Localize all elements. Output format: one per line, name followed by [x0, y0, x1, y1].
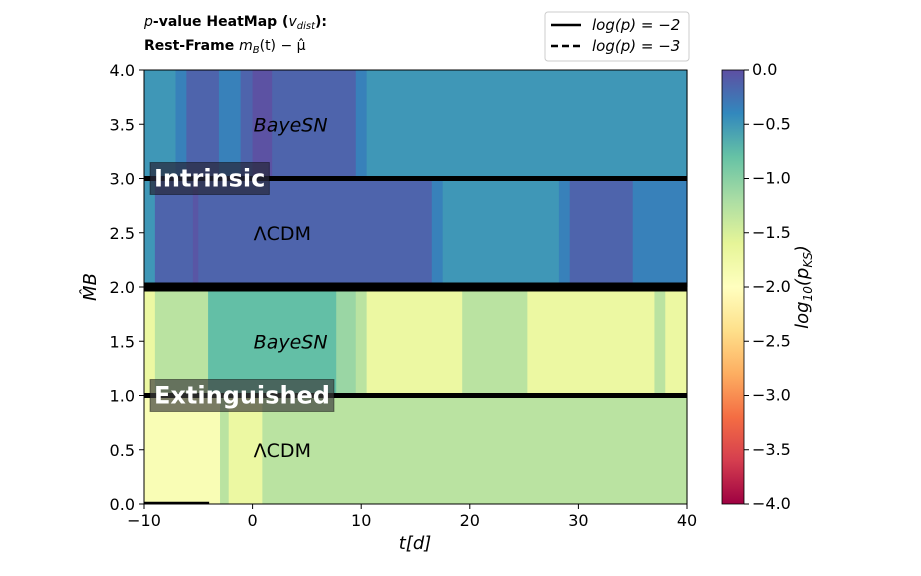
- group-label-0: Intrinsic: [154, 165, 265, 193]
- heatmap-cell-row3-seg1: [175, 70, 187, 179]
- heatmap-cell-row3-seg3: [218, 70, 242, 179]
- x-axis-ticks: −10 0 10 20 30 40: [127, 504, 697, 530]
- heatmap-cell-row1-seg6: [462, 287, 528, 396]
- colorbar: [721, 69, 745, 505]
- heatmap-cell-row1-seg4: [355, 287, 368, 396]
- heatmap-cell-row1-seg2: [208, 287, 337, 396]
- heatmap-cell-row0-seg2: [228, 395, 263, 504]
- heatmap-cell-row2-seg7: [569, 178, 634, 287]
- heatmap-cell-row3-seg8: [366, 70, 688, 179]
- heatmap-cell-row0-seg0: [144, 395, 221, 504]
- heatmap-cell-row0-seg3: [262, 395, 688, 504]
- heatmap-cell-row1-seg5: [366, 287, 463, 396]
- colorbar-tick-label-7: −3.5: [752, 440, 791, 459]
- heatmap-cell-row2-seg4: [431, 178, 444, 287]
- heatmap-cell-row2-seg6: [558, 178, 571, 287]
- y-tick-label-6: 3.0: [110, 170, 135, 189]
- heatmap-cell-row2-seg2: [192, 178, 199, 287]
- heatmap-cell-row3-seg6: [272, 70, 357, 179]
- y-tick-label-3: 1.5: [110, 332, 135, 351]
- heatmap-cells: [144, 70, 688, 504]
- y-tick-label-1: 0.5: [110, 441, 135, 460]
- legend-label-solid: log(p) = −2: [592, 16, 680, 34]
- region-label-1: ΛCDM: [254, 223, 311, 245]
- heatmap-cell-row1-seg8: [654, 287, 666, 396]
- region-labels: BayeSN ΛCDM BayeSN ΛCDM: [254, 114, 328, 462]
- y-axis-ticks: 0.0 0.5 1.0 1.5 2.0 2.5 3.0 3.5 4.0: [110, 61, 144, 514]
- y-tick-label-2: 1.0: [110, 387, 135, 406]
- heatmap-cell-row2-seg3: [198, 178, 433, 287]
- heatmap-cell-row3-seg7: [355, 70, 368, 179]
- colorbar-tick-label-5: −2.5: [752, 331, 791, 350]
- legend: log(p) = −2 log(p) = −3: [544, 11, 690, 62]
- y-tick-label-7: 3.5: [110, 115, 135, 134]
- region-label-3: ΛCDM: [254, 440, 311, 462]
- colorbar-tick-label-1: −0.5: [752, 114, 791, 133]
- group-label-box-0: [149, 162, 270, 195]
- x-tick-label-2: 10: [351, 511, 371, 530]
- x-tick-label-0: −10: [127, 511, 161, 530]
- heatmap-cell-row0-seg1: [220, 395, 230, 504]
- heatmap-cell-row2-seg8: [632, 178, 688, 287]
- colorbar-tick-label-4: −2.0: [752, 277, 791, 296]
- x-axis-label: t[d]: [399, 533, 432, 554]
- chart-title-line2: Rest-Frame mB(t) − μ̂: [144, 38, 306, 56]
- chart-title-line1: p-value HeatMap (vdist):: [143, 14, 327, 32]
- colorbar-tick-label-8: −4.0: [752, 494, 791, 513]
- heatmap-cell-row3-seg4: [240, 70, 254, 179]
- heatmap-cell-row2-seg5: [442, 178, 560, 287]
- x-tick-label-5: 40: [677, 511, 697, 530]
- legend-label-dashed: log(p) = −3: [592, 37, 680, 55]
- region-label-2: BayeSN: [254, 331, 328, 353]
- x-tick-label-3: 20: [460, 511, 480, 530]
- group-label-box-1: [149, 379, 335, 412]
- y-tick-label-8: 4.0: [110, 61, 135, 80]
- heatmap-cell-row3-seg0: [144, 70, 177, 179]
- colorbar-tick-label-3: −1.5: [752, 223, 791, 242]
- heatmap-cell-row1-seg9: [665, 287, 688, 396]
- group-labels: Intrinsic Extinguished: [149, 162, 335, 412]
- heatmap-cell-row3-seg5: [252, 70, 273, 179]
- y-axis-label: M̂B: [80, 273, 101, 301]
- colorbar-tick-label-0: 0.0: [752, 60, 777, 79]
- heatmap-cell-row1-seg7: [527, 287, 656, 396]
- colorbar-tick-label-6: −3.0: [752, 386, 791, 405]
- region-label-0: BayeSN: [254, 114, 328, 136]
- heatmap-cell-row1-seg3: [336, 287, 357, 396]
- heatmap-cell-row3-seg2: [186, 70, 220, 179]
- heatmap-cell-row1-seg1: [154, 287, 209, 396]
- colorbar-ticks: 0.0 −0.5 −1.0 −1.5 −2.0 −2.5 −3.0 −3.5 −4.0: [744, 60, 791, 513]
- x-tick-label-1: 0: [248, 511, 258, 530]
- heatmap-cell-row2-seg0: [144, 178, 156, 287]
- colorbar-label: log10(pKS): [792, 245, 815, 329]
- group-label-1: Extinguished: [154, 382, 330, 410]
- y-tick-label-0: 0.0: [110, 495, 135, 514]
- heatmap-cell-row2-seg1: [154, 178, 194, 287]
- x-tick-label-4: 30: [568, 511, 588, 530]
- y-tick-label-4: 2.0: [110, 278, 135, 297]
- y-tick-label-5: 2.5: [110, 224, 135, 243]
- colorbar-tick-label-2: −1.0: [752, 169, 791, 188]
- heatmap-cell-row1-seg0: [144, 287, 156, 396]
